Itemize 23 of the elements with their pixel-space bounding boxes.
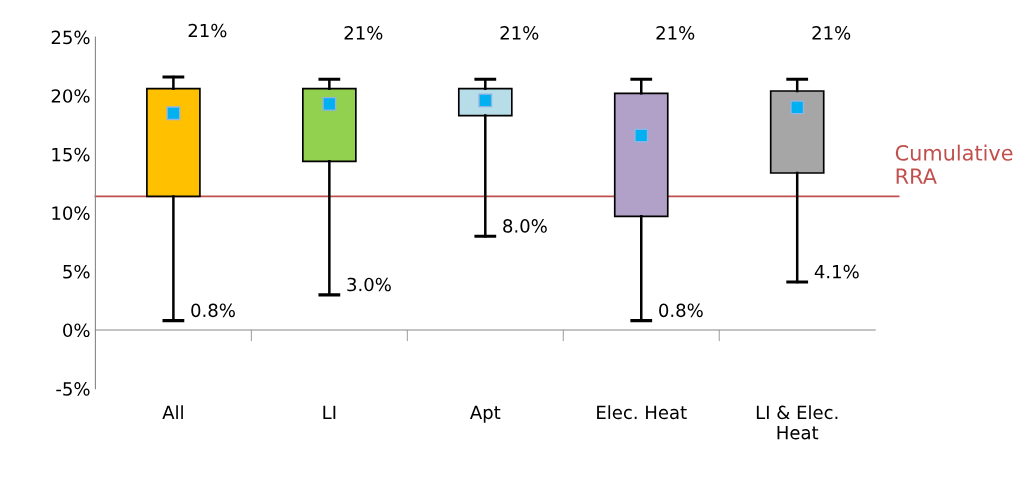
x-tick-label: LI & Elec. Heat <box>756 405 838 440</box>
y-tick-label: 25% <box>51 30 90 45</box>
y-tick-label: 10% <box>52 206 90 220</box>
y-tick-label: 15% <box>52 147 90 162</box>
annotation: 8.0% <box>503 219 547 233</box>
annotation: 21% <box>500 26 539 40</box>
x-tick-label: Apt <box>469 405 501 423</box>
annotation: 21% <box>188 23 227 38</box>
annotation: 0.8% <box>659 303 703 318</box>
annotation: 4.1% <box>814 264 859 279</box>
y-tick-label: 0% <box>63 323 90 338</box>
y-tick-label: 20% <box>51 89 90 103</box>
y-tick-label: 5% <box>63 264 90 279</box>
x-tick-label: All <box>162 405 183 419</box>
annotation: 21% <box>344 26 383 40</box>
ref-line-label: Cumulative RRA <box>895 144 1013 184</box>
annotation: 21% <box>812 26 851 40</box>
annotation: 21% <box>656 26 695 40</box>
annotation: 0.8% <box>191 303 235 318</box>
x-tick-label: LI <box>323 405 336 419</box>
y-tick-label: -5% <box>56 382 90 396</box>
x-tick-label: Elec. Heat <box>597 405 687 420</box>
annotation: 3.0% <box>347 277 391 292</box>
